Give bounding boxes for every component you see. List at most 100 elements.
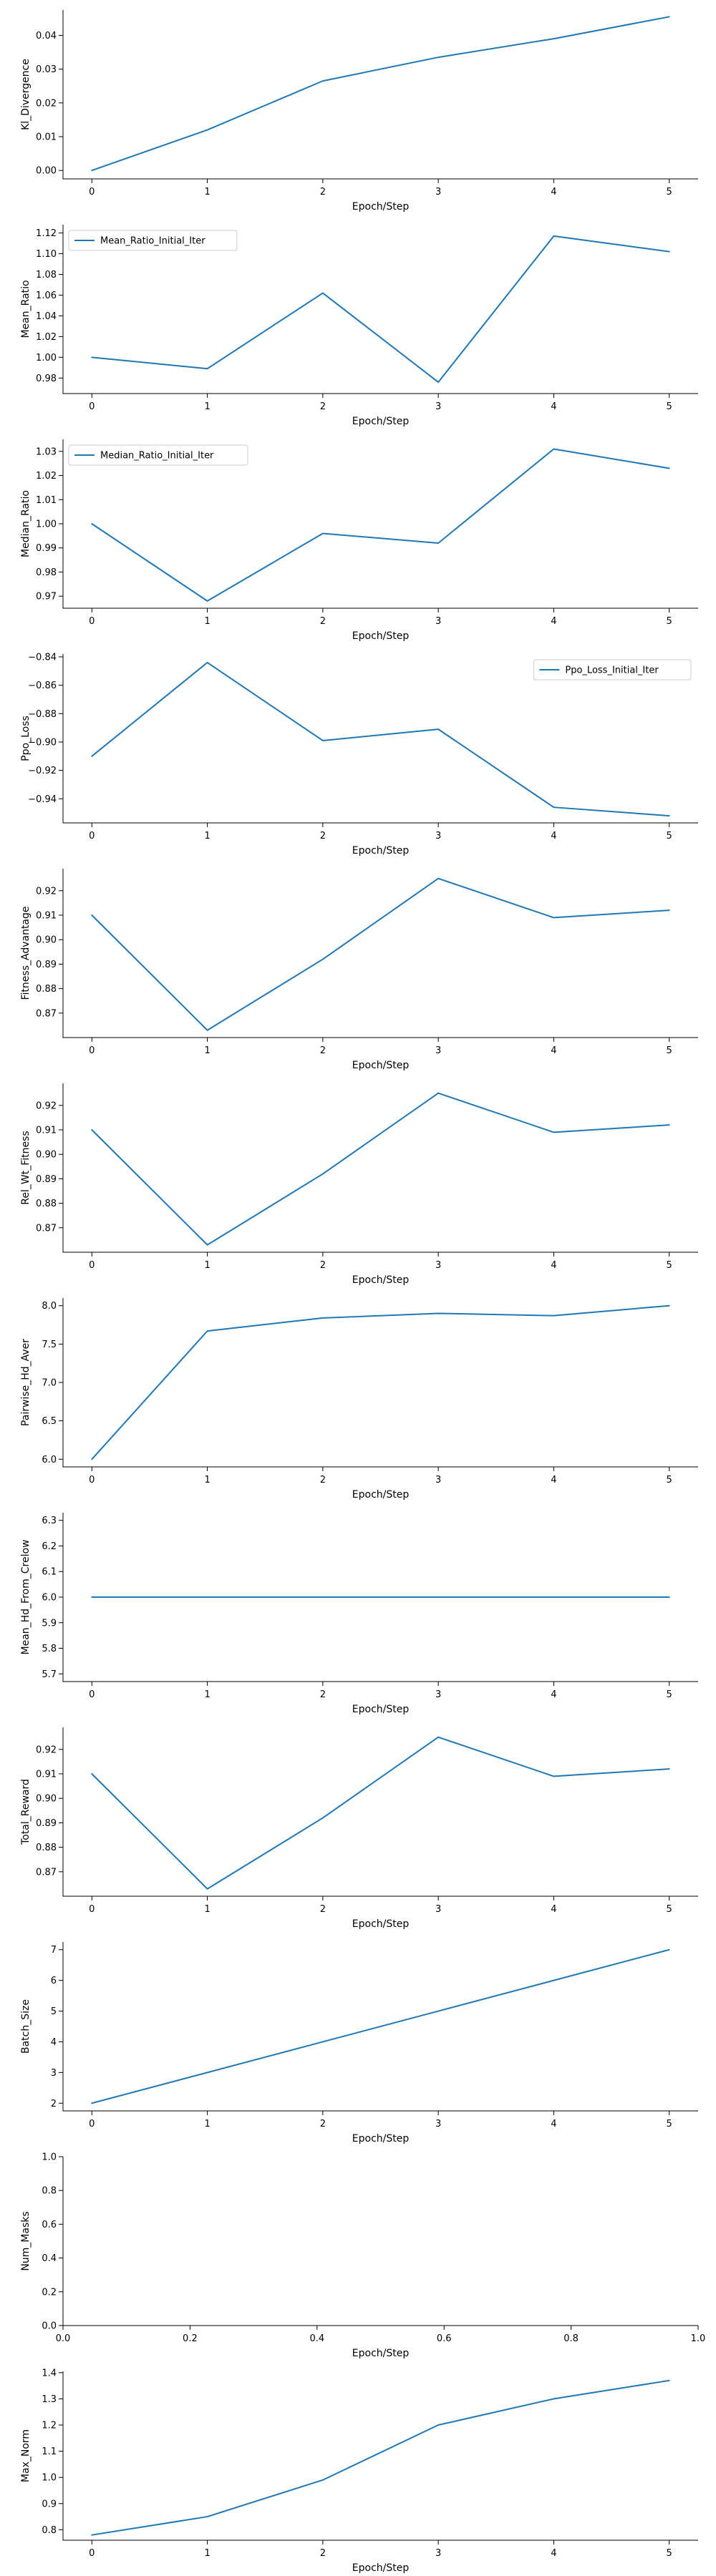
y-tick-label: 0.92	[36, 1745, 57, 1755]
legend-box	[68, 444, 248, 466]
x-tick-label: 4	[551, 1475, 556, 1485]
x-tick-label: 5	[667, 1475, 672, 1485]
chart-4: 0 1 2 3 4 5 0.87 0.88 0.89 0.90 0.91 0.92 Epoch/Step…	[20, 869, 698, 1071]
x-tick-label: 0	[89, 831, 95, 841]
y-tick-label: 0.03	[36, 64, 57, 75]
x-tick-label: 4	[551, 1260, 556, 1271]
chart-9: 0 1 2 3 4 5 2 3 4 5 6 7 Epoch/Step Batch_Size	[20, 1942, 698, 2145]
y-tick-label: 1.0	[42, 2152, 57, 2163]
y-tick-label: 0.00	[36, 166, 57, 177]
x-tick-label: 5	[667, 616, 672, 627]
legend: Ppo_Loss_Initial_Iter	[533, 659, 692, 680]
series-line	[91, 1948, 670, 2104]
y-tick-label: 0.90	[36, 935, 57, 946]
y-tick-label: 0.90	[36, 1150, 57, 1161]
x-tick-label: 1	[204, 2548, 210, 2559]
y-tick-label: 1.04	[36, 311, 57, 322]
y-tick-label: 0.04	[36, 31, 57, 42]
y-tick-label: 6.0	[42, 1455, 57, 1465]
series-line	[91, 1736, 670, 1890]
x-axis-label: Epoch/Step	[352, 1274, 410, 1286]
x-tick-label: 0	[89, 1045, 95, 1056]
y-tick-label: 6.2	[42, 1541, 57, 1552]
series-line	[91, 1092, 670, 1246]
axes-spines	[62, 225, 698, 394]
y-tick-label: 6	[51, 1976, 57, 1986]
x-tick-label: 1	[204, 831, 210, 841]
series-line	[91, 661, 670, 817]
x-tick-label: 5	[667, 2119, 672, 2129]
x-tick-label: 0	[89, 1260, 95, 1271]
x-tick-label: 1	[204, 1904, 210, 1915]
x-tick-label: 1.0	[691, 2333, 706, 2344]
x-tick-label: 0	[89, 187, 95, 197]
series-line	[91, 235, 670, 384]
legend: Median_Ratio_Initial_Iter	[68, 444, 248, 466]
series-line	[91, 1304, 670, 1460]
x-tick-label: 5	[667, 831, 672, 841]
y-tick-label: 1.01	[36, 495, 57, 506]
legend-box	[533, 659, 692, 680]
axes-spines	[62, 1513, 698, 1682]
x-tick-label: 2	[320, 616, 326, 627]
x-tick-label: 3	[435, 2548, 441, 2559]
y-tick-label: 1.06	[36, 291, 57, 301]
y-axis-label: Total_Reward	[20, 1779, 32, 1845]
y-tick-label: 0.8	[42, 2525, 57, 2536]
x-tick-label: 3	[435, 831, 441, 841]
y-tick-label: 0.8	[42, 2186, 57, 2197]
chart-10: 0.0 0.2 0.4 0.6 0.8 1.0 0.0 0.2 0.4 0.6 0.8 1.0 Epoc…	[20, 2152, 706, 2360]
x-tick-label: 4	[551, 1689, 556, 1700]
y-tick-label: 6.3	[42, 1516, 57, 1526]
axes-spines	[62, 2371, 698, 2541]
y-axis-label: Max_Norm	[20, 2429, 32, 2482]
y-tick-label: 0.2	[42, 2287, 57, 2298]
x-axis-label: Epoch/Step	[352, 416, 410, 427]
chart-1: 0 1 2 3 4 5 0.98 1.00 1.02 1.04 1.06 1.08 1.10 1.12 Ep…	[20, 225, 698, 427]
x-tick-label: 0.2	[183, 2333, 198, 2344]
x-tick-label: 0	[89, 616, 95, 627]
chart-3: 0 1 2 3 4 5 −0.94 −0.92 −0.90 −0.88 −0.86 −0.84 Epoc…	[20, 652, 698, 857]
x-axis-label: Epoch/Step	[352, 2562, 410, 2574]
y-tick-label: 0.87	[36, 1223, 57, 1234]
x-axis-label: Epoch/Step	[352, 1704, 410, 1715]
x-tick-label: 4	[551, 2548, 556, 2559]
y-tick-label: 1.12	[36, 228, 57, 239]
x-axis-label: Epoch/Step	[352, 2348, 410, 2359]
y-tick-label: 8.0	[42, 1301, 57, 1312]
y-axis-label: Ppo_Loss	[20, 716, 32, 761]
axes-spines	[62, 1083, 698, 1253]
y-tick-label: 1.03	[36, 447, 57, 457]
x-tick-label: 2	[320, 1045, 326, 1056]
x-tick-label: 1	[204, 2119, 210, 2129]
y-tick-label: −0.90	[28, 737, 57, 748]
y-tick-label: 5.7	[42, 1669, 57, 1680]
y-axis-label: Rel_Wt_Fitness	[20, 1131, 32, 1204]
legend-label: Median_Ratio_Initial_Iter	[100, 451, 214, 462]
y-axis-label: Batch_Size	[20, 1999, 32, 2054]
y-tick-label: 0.91	[36, 1125, 57, 1136]
series-line	[91, 448, 670, 602]
axes-spines	[62, 654, 698, 824]
y-tick-label: 1.00	[36, 353, 57, 364]
y-tick-label: 7.0	[42, 1378, 57, 1389]
x-tick-label: 0	[89, 1475, 95, 1485]
x-tick-label: 0	[89, 1904, 95, 1915]
x-tick-label: 2	[320, 1475, 326, 1485]
x-tick-label: 1	[204, 187, 210, 197]
y-tick-label: 3	[51, 2068, 57, 2079]
y-tick-label: 0.9	[42, 2499, 57, 2509]
x-tick-label: 2	[320, 2548, 326, 2559]
x-axis-label: Epoch/Step	[352, 845, 410, 857]
y-tick-label: 0.92	[36, 886, 57, 897]
x-tick-label: 2	[320, 831, 326, 841]
y-tick-label: 4	[51, 2037, 57, 2048]
legend-label: Ppo_Loss_Initial_Iter	[565, 665, 659, 676]
x-tick-label: 3	[435, 616, 441, 627]
x-tick-label: 1	[204, 1260, 210, 1271]
x-tick-label: 5	[667, 1689, 672, 1700]
x-tick-label: 0.4	[309, 2333, 324, 2344]
y-tick-label: 0.88	[36, 1199, 57, 1209]
x-tick-label: 3	[435, 1475, 441, 1485]
y-axis-label: Num_Masks	[20, 2211, 32, 2270]
